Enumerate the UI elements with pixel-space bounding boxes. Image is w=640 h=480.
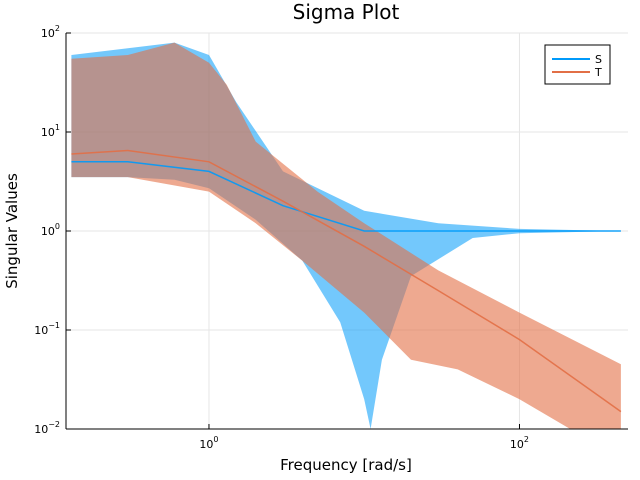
y-tick-label: 101 [41,123,60,139]
y-tick-label: 102 [41,24,60,40]
y-tick-label: 10−1 [34,321,60,337]
series-lines [71,149,622,413]
legend-box [544,44,611,85]
line-s [71,161,621,232]
y-axis-label: Singular Values [3,173,21,289]
x-tick-label: 102 [510,435,529,451]
chart-title: Sigma Plot [293,0,400,24]
legend-label-t: T [594,66,602,79]
x-axis-label: Frequency [rad/s] [280,456,412,474]
y-tick-label: 10−2 [34,420,60,436]
legend-label-s: S [595,53,602,66]
legend: S T [544,44,611,85]
y-tick-label: 100 [41,222,60,238]
line-t [71,149,622,413]
x-tick-label: 100 [199,435,218,451]
ticks: 100 102 10−2 10−1 100 101 102 [34,24,529,451]
